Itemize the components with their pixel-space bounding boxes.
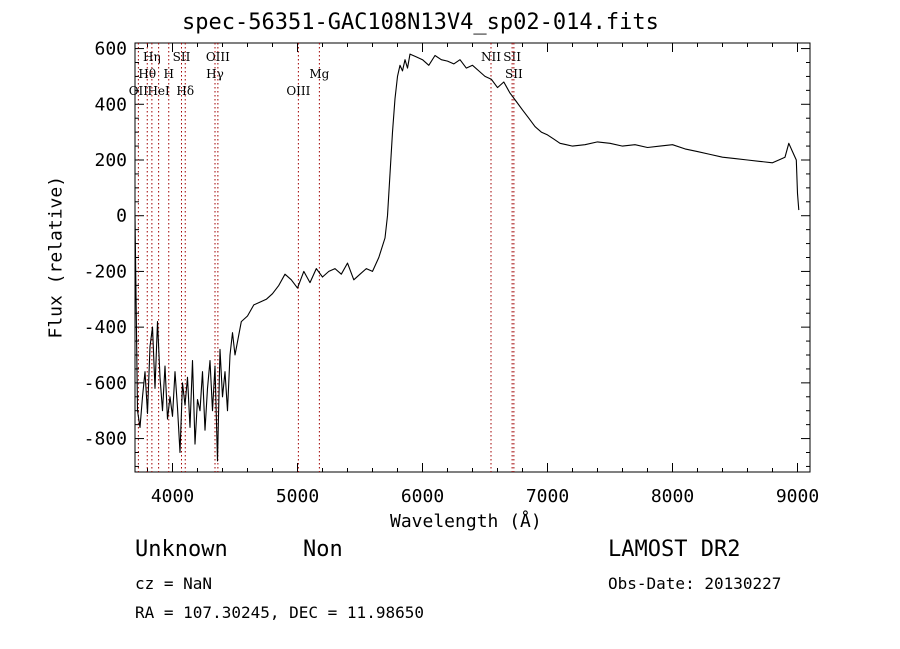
emission-line-label: OIII	[286, 84, 310, 98]
x-tick-label: 6000	[401, 486, 444, 507]
y-tick-label: -400	[84, 317, 127, 338]
y-tick-label: -600	[84, 373, 127, 394]
y-tick-label: -200	[84, 261, 127, 282]
x-tick-label: 8000	[651, 486, 694, 507]
y-axis-label: Flux (relative)	[45, 175, 67, 339]
emission-line-label: Hγ	[206, 67, 224, 81]
y-axis-ticks: -800 -600 -400 -200 0 200 400 600	[84, 39, 810, 467]
x-axis-label: Wavelength (Å)	[390, 511, 542, 532]
emission-line-label: Hδ	[176, 84, 194, 98]
spectrum-series	[134, 53, 800, 462]
x-tick-label: 4000	[151, 486, 194, 507]
y-tick-label: 200	[94, 150, 127, 171]
emission-line-label: SII	[505, 67, 523, 81]
y-tick-label: 0	[116, 206, 127, 227]
emission-line-label: Hθ	[138, 67, 156, 81]
spectrum-line	[134, 53, 800, 462]
x-tick-label: 5000	[276, 486, 319, 507]
ra-dec-label: RA = 107.30245, DEC = 11.98650	[135, 603, 424, 622]
obs-date: Obs-Date: 20130227	[608, 574, 782, 593]
object-class: Unknown	[135, 537, 228, 562]
emission-line-label: SII	[173, 50, 191, 64]
axes	[134, 42, 811, 473]
emission-line-label: OIII	[206, 50, 230, 64]
plot-frame	[134, 42, 811, 473]
emission-line-label: OII	[129, 84, 149, 98]
x-tick-label: 7000	[526, 486, 569, 507]
x-tick-label: 9000	[776, 486, 819, 507]
chart-title: spec-56351-GAC108N13V4_sp02-014.fits	[182, 10, 659, 35]
emission-line-label: Mg	[309, 67, 329, 81]
redshift-label: cz = NaN	[135, 574, 213, 593]
emission-line-label: NII	[481, 50, 501, 64]
y-tick-label: 600	[94, 39, 127, 60]
emission-line-label: H	[164, 67, 174, 81]
emission-line-label: Hη	[143, 50, 161, 64]
y-tick-label: -800	[84, 429, 127, 450]
survey-name: LAMOST DR2	[608, 537, 741, 562]
object-subclass: Non	[303, 537, 343, 562]
x-axis-ticks: 4000 5000 6000 7000 8000 9000	[147, 43, 819, 507]
emission-line-label: HeI	[147, 84, 170, 98]
emission-line-label: SII	[503, 50, 521, 64]
y-tick-label: 400	[94, 94, 127, 115]
